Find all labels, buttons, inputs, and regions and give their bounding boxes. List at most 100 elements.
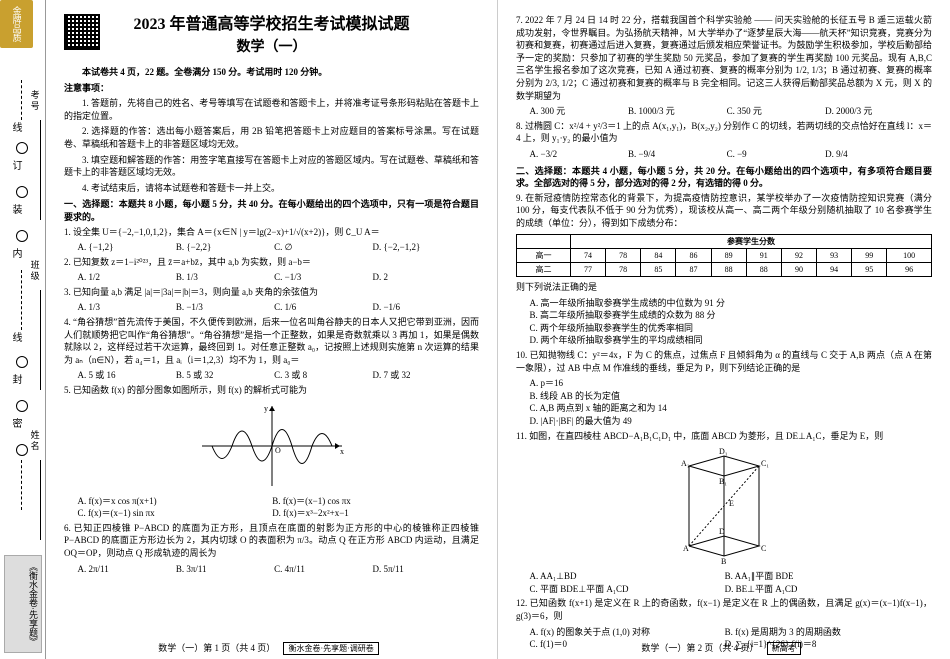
q9-opt-d: D. 两个年级所抽取参赛学生的平均成绩相同 [530, 334, 923, 347]
svg-text:x: x [340, 447, 344, 456]
q2-opt-b: B. 1/3 [176, 271, 264, 284]
page-num-1: 数学（一）第 1 页（共 4 页） [158, 643, 275, 653]
q12-stem: 12. 已知函数 f(x+1) 是定义在 R 上的奇函数，f(x−1) 是定义在… [516, 597, 932, 622]
q11-opt-d: D. BE⊥平面 A₁CD [725, 583, 910, 596]
q9-opt-b: B. 高二年级所抽取参赛学生成绩的众数为 88 分 [530, 309, 923, 322]
q7-opt-c: C. 350 元 [727, 105, 816, 118]
q2-opt-a: A. 1/2 [78, 271, 166, 284]
q7-opt-b: B. 1000/3 元 [628, 105, 717, 118]
tab-pack: 装 [8, 204, 22, 218]
q3-stem: 3. 已知向量 a,b 满足 |a|＝|3a|＝|b|＝3，则向量 a,b 夹角… [64, 286, 479, 299]
dash [21, 270, 22, 330]
question-6: 6. 已知正四棱锥 P−ABCD 的底面为正方形，且顶点在底面的射影为正方形的中… [64, 522, 479, 575]
q4-opt-a: A. 5 或 16 [78, 369, 166, 382]
q11-opt-a: A. AA₁⊥BD [530, 570, 715, 583]
q8-opt-c: C. −9 [727, 148, 816, 161]
question-9: 9. 在新冠疫情防控常态化的背景下，为提高疫情防控意识，某学校举办了一次疫情防控… [516, 192, 932, 347]
prism-figure: A B C D A₁ B₁ C₁ D₁ E [669, 446, 779, 566]
tab-line: 线 [8, 122, 22, 136]
table-row: 高一 74 78 84 86 89 91 92 93 99 100 [517, 248, 932, 262]
dash [21, 80, 22, 120]
page-num-2: 数学（一）第 2 页（共 4 页） [641, 643, 758, 653]
class-label: 班级 [28, 260, 41, 282]
q6-opt-c: C. 4π/11 [274, 563, 362, 576]
hole-icon [16, 356, 28, 368]
exam-title: 2023 年普通高等学校招生考试模拟试题 [64, 14, 479, 36]
q5-graph: O x y [197, 401, 347, 491]
q1-opt-d: D. {−2,−1,2} [372, 241, 460, 254]
exam-id-label: 考号 [28, 90, 41, 112]
gold-badge: 金牌品质 [0, 0, 33, 48]
q5-opt-b: B. f(x)＝(x−1) cos πx [272, 495, 457, 508]
svg-text:A₁: A₁ [681, 459, 690, 468]
tab-nei: 内 [8, 248, 22, 262]
footer-tag: 新高考 [767, 642, 801, 655]
q3-opt-a: A. 1/3 [78, 301, 166, 314]
tab-line2: 线 [8, 332, 22, 346]
svg-text:B: B [721, 557, 726, 566]
q9-sub: 则下列说法正确的是 [516, 281, 932, 294]
question-7: 7. 2022 年 7 月 24 日 14 时 22 分，搭载我国首个科学实验舱… [516, 14, 932, 118]
question-5: 5. 已知函数 f(x) 的部分图象如图所示，则 f(x) 的解析式可能为 O … [64, 384, 479, 520]
row-label: 高二 [517, 262, 571, 276]
tab-feng: 封 [8, 374, 22, 388]
q11-opt-c: C. 平面 BDE⊥平面 A₁CD [530, 583, 715, 596]
q4-stem: 4. “角谷猜想”首先流传于美国，不久便传到欧洲，后来一位名叫角谷静夫的日本人又… [64, 316, 479, 366]
q4-opt-d: D. 7 或 32 [372, 369, 460, 382]
q9-stem: 9. 在新冠疫情防控常态化的背景下，为提高疫情防控意识，某学校举办了一次疫情防控… [516, 192, 932, 230]
svg-text:y: y [264, 404, 268, 413]
q1-opt-a: A. {−1,2} [78, 241, 166, 254]
q6-opt-b: B. 3π/11 [176, 563, 264, 576]
question-1: 1. 设全集 U＝{−2,−1,0,1,2}，集合 A＝{x∈N | y＝lg(… [64, 226, 479, 254]
hole-icon [16, 400, 28, 412]
table-header: 参赛学生分数 [570, 234, 931, 248]
q8-opt-d: D. 9/4 [825, 148, 914, 161]
notice-2: 2. 选择题的作答：选出每小题答案后，用 2B 铅笔把答题卡上对应题目的答案标号… [64, 125, 479, 150]
q5-opt-d: D. f(x)＝x³−2x²+x−1 [272, 507, 457, 520]
notice-1: 1. 答题前，先将自己的姓名、考号等填写在试题卷和答题卡上，并将准考证号条形码粘… [64, 97, 479, 122]
q11-opt-b: B. AA₁∥平面 BDE [725, 570, 910, 583]
q6-opt-d: D. 5π/11 [372, 563, 460, 576]
footer-mid: 衡水金卷·先享题·调研卷 [283, 642, 378, 655]
field-line [40, 120, 41, 220]
q10-opt-a: A. p＝16 [530, 377, 923, 390]
q5-opt-c: C. f(x)＝(x−1) sin πx [78, 507, 263, 520]
footer-1: 数学（一）第 1 页（共 4 页） 衡水金卷·先享题·调研卷 [46, 642, 497, 655]
notice-3: 3. 填空题和解答题的作答：用签字笔直接写在答题卡上对应的答题区域内。写在试题卷… [64, 154, 479, 179]
notice-title: 注意事项： [64, 82, 479, 95]
question-3: 3. 已知向量 a,b 满足 |a|＝|3a|＝|b|＝3，则向量 a,b 夹角… [64, 286, 479, 314]
section-1-title: 一、选择题：本题共 8 小题，每小题 5 分，共 40 分。在每小题给出的四个选… [64, 198, 479, 223]
exam-subtitle: 数学（一） [64, 38, 479, 58]
svg-text:B₁: B₁ [719, 477, 727, 486]
page-1: 2023 年普通高等学校招生考试模拟试题 数学（一） 本试卷共 4 页，22 题… [46, 0, 498, 659]
q10-stem: 10. 已知抛物线 C：y²＝4x，F 为 C 的焦点，过焦点 F 且倾斜角为 … [516, 349, 932, 374]
question-8: 8. 过椭圆 C：x²/4 + y²/3＝1 上的点 A(x₁,y₁)，B(x₂… [516, 120, 932, 161]
svg-text:E: E [729, 499, 734, 508]
hole-icon [16, 186, 28, 198]
q7-opt-d: D. 2000/3 元 [825, 105, 914, 118]
q7-opt-a: A. 300 元 [530, 105, 619, 118]
question-10: 10. 已知抛物线 C：y²＝4x，F 为 C 的焦点，过焦点 F 且倾斜角为 … [516, 349, 932, 428]
section-2-title: 二、选择题：本题共 4 小题，每小题 5 分，共 20 分。在每小题给出的四个选… [516, 165, 932, 190]
q12-opt-b: B. f(x) 是周期为 3 的周期函数 [725, 626, 910, 639]
q6-opt-a: A. 2π/11 [78, 563, 166, 576]
dash [21, 460, 22, 510]
q5-stem: 5. 已知函数 f(x) 的部分图象如图所示，则 f(x) 的解析式可能为 [64, 384, 479, 397]
question-11: 11. 如图，在直四棱柱 ABCD−A₁B₁C₁D₁ 中，底面 ABCD 为菱形… [516, 430, 932, 596]
page-2: 7. 2022 年 7 月 24 日 14 时 22 分，搭载我国首个科学实验舱… [498, 0, 950, 659]
notice-4: 4. 考试结束后，请将本试题卷和答题卡一并上交。 [64, 182, 479, 195]
binding-strip: 金牌品质 线 订 装 内 线 封 密 考号 班级 姓名 《衡水金卷·先享题》 [0, 0, 46, 659]
tab-bind: 订 [8, 160, 22, 174]
table-row: 高二 77 78 85 87 88 88 90 94 95 96 [517, 262, 932, 276]
hole-icon [16, 230, 28, 242]
q6-stem: 6. 已知正四棱锥 P−ABCD 的底面为正方形，且顶点在底面的射影为正方形的中… [64, 522, 479, 560]
q2-stem: 2. 已知复数 z＝1−i²⁰²³，且 z̄＝a+bz̄，其中 a,b 为实数，… [64, 256, 479, 269]
hole-icon [16, 444, 28, 456]
q8-opt-b: B. −9/4 [628, 148, 717, 161]
field-line [40, 290, 41, 390]
q11-stem: 11. 如图，在直四棱柱 ABCD−A₁B₁C₁D₁ 中，底面 ABCD 为菱形… [516, 430, 932, 443]
q2-opt-d: D. 2 [372, 271, 460, 284]
q9-opt-a: A. 高一年级所抽取参赛学生成绩的中位数为 91 分 [530, 297, 923, 310]
name-label: 姓名 [28, 430, 41, 452]
q4-opt-c: C. 3 或 8 [274, 369, 362, 382]
